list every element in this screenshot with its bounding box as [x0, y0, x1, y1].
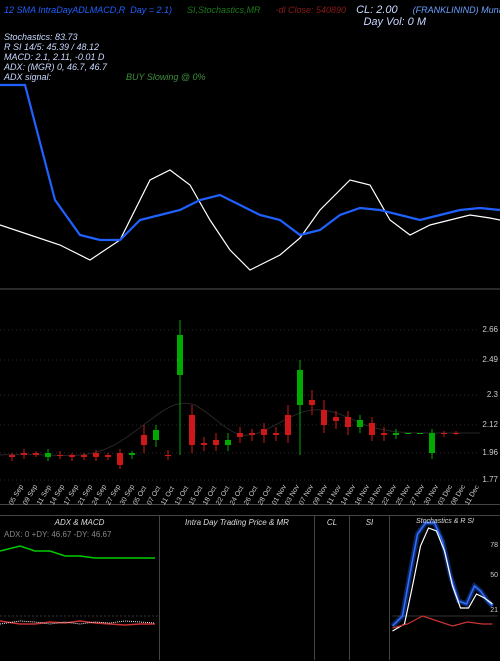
y-tick-label: 2.66 [482, 325, 498, 334]
macd-ind: MACD: 2.1, 2.11, -0.01 D [4, 52, 496, 62]
candlestick-chart: 2.662.492.32.121.961.77 05 Sep09 Sep11 S… [0, 305, 500, 505]
indicator-panels: ADX & MACD ADX: 0 +DY: 46.67 -DY: 46.67 … [0, 515, 500, 660]
stoch-y-tick: 50 [490, 572, 498, 579]
cl-label: CL: 2.00 [356, 4, 398, 16]
white-line [0, 170, 500, 270]
y-tick-label: 2.3 [487, 390, 498, 399]
stoch-ind: Stochastics: 83.73 [4, 32, 496, 42]
panel-title: CL [327, 518, 337, 527]
cl-panel: CL [315, 516, 350, 660]
stochastics-panel: Stochastics & R SI 78 50 21 [390, 516, 500, 660]
blue-line [0, 85, 500, 240]
stoch-y-tick: 78 [490, 542, 498, 549]
si-label: SI,Stochastics,MR [187, 5, 261, 15]
day-label: Day = 2.1) [130, 5, 172, 15]
rsi-ind: R SI 14/5: 45.39 / 48.12 [4, 42, 496, 52]
y-tick-label: 1.77 [482, 475, 498, 484]
oscillator-chart [0, 80, 500, 290]
adx-ind: ADX: (MGR) 0, 46.7, 46.7 [4, 62, 496, 72]
y-tick-label: 2.49 [482, 355, 498, 364]
adx-macd-panel: ADX & MACD ADX: 0 +DY: 46.67 -DY: 46.67 [0, 516, 160, 660]
dayvol-label: Day Vol: 0 M [363, 16, 426, 28]
chart-header: 12 SMA IntraDayADLMACD,R Day = 2.1) SI,S… [0, 0, 500, 80]
date-label: 05 Sep [8, 484, 22, 505]
intraday-panel: Intra Day Trading Price & MR [160, 516, 315, 660]
close-label: -dl Close: 540890 [276, 5, 347, 15]
si-panel: SI [350, 516, 390, 660]
panel-title: ADX & MACD [55, 518, 105, 527]
panel-title: Stochastics & R SI [416, 518, 474, 525]
stock-label: (FRANKLININD) MunafaSutra [413, 5, 500, 15]
sma-label: 12 SMA IntraDayADLMACD,R [4, 5, 125, 15]
stoch-y-tick: 21 [490, 607, 498, 614]
y-tick-label: 1.96 [482, 448, 498, 457]
panel-title: SI [366, 518, 374, 527]
panel-title: Intra Day Trading Price & MR [185, 518, 289, 527]
adx-values: ADX: 0 +DY: 46.67 -DY: 46.67 [4, 530, 111, 539]
y-tick-label: 2.12 [482, 420, 498, 429]
